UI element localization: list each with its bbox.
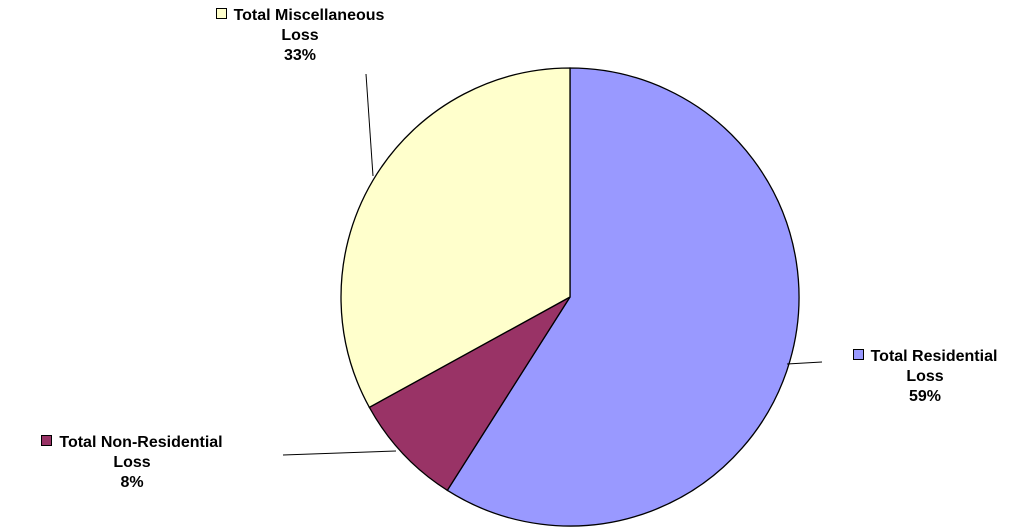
slice-label-miscellaneous: Total Miscellaneous Loss 33%: [180, 6, 420, 66]
miscellaneous-pct: 33%: [283, 47, 317, 64]
slice-label-non-residential: Total Non-Residential Loss 8%: [2, 433, 262, 493]
leader-line-non-residential: [282, 450, 397, 456]
slice-residential: [446, 67, 800, 527]
slice-non-residential: [368, 296, 571, 492]
leader-line-residential: [786, 361, 823, 365]
non-residential-label-line2: Loss: [113, 454, 151, 471]
miscellaneous-label-line2: Loss: [281, 27, 319, 44]
residential-label-line2: Loss: [906, 368, 944, 385]
slice-label-residential: Total Residential Loss 59%: [820, 347, 1023, 407]
miscellaneous-label-line1: Total Miscellaneous: [233, 7, 385, 24]
leader-line-miscellaneous: [365, 73, 374, 177]
non-residential-swatch: [41, 435, 53, 446]
non-residential-label-line1: Total Non-Residential: [59, 434, 223, 451]
miscellaneous-swatch: [215, 8, 227, 19]
non-residential-pct: 8%: [120, 474, 144, 491]
residential-label-line1: Total Residential: [870, 348, 998, 365]
residential-pct: 59%: [908, 388, 942, 405]
slice-miscellaneous: [340, 67, 571, 409]
residential-swatch: [852, 349, 864, 360]
